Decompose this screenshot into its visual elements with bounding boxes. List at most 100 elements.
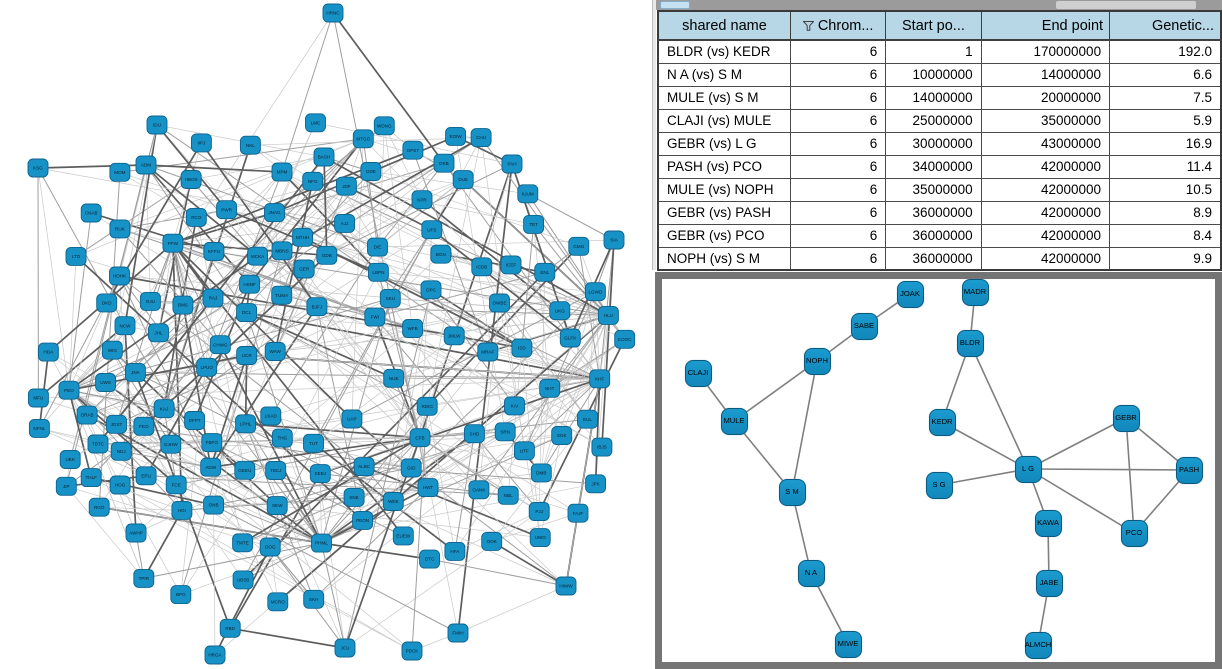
table-row[interactable]: GEBR (vs) PCO 6 36000000 42000000 8.4 (657, 223, 1222, 248)
network-node[interactable]: CFB (409, 428, 431, 448)
network-node[interactable]: OTC (419, 549, 441, 569)
network-node[interactable]: KAI (504, 396, 525, 416)
network-node[interactable]: HBOS (180, 170, 202, 189)
table-row[interactable]: N A (vs) S M 6 10000000 14000000 6.6 (657, 62, 1222, 87)
network-node[interactable]: HFA (444, 541, 466, 561)
network-node[interactable]: DCL (236, 303, 258, 323)
node-s-m[interactable]: S M (778, 478, 806, 506)
network-node[interactable]: FCE (165, 475, 187, 495)
network-node[interactable]: WFB (402, 319, 424, 338)
network-node[interactable]: PDCK (401, 641, 423, 661)
network-edge[interactable] (1027, 468, 1135, 534)
network-node[interactable]: LMC (305, 113, 326, 133)
network-node[interactable]: EPU (135, 466, 157, 486)
network-node[interactable]: UKG (549, 301, 571, 321)
network-edge[interactable] (969, 342, 1029, 470)
network-node[interactable]: LKAD (260, 406, 282, 426)
overview-network-canvas[interactable]: HRNC KSG IDU ADM MPM BASH PAH SIA HRGA JCU PDCK FMI… (0, 0, 652, 669)
column-header-genetic[interactable]: Genetic... (1109, 10, 1222, 41)
network-node[interactable]: JDF (335, 176, 357, 196)
node-s-g[interactable]: S G (925, 471, 953, 499)
network-node[interactable]: GDB (316, 245, 338, 265)
node-kedr[interactable]: KEDR (928, 408, 956, 436)
network-node[interactable]: IIPJ (190, 133, 212, 153)
network-node[interactable]: TUT (303, 433, 324, 453)
network-node[interactable]: JNAG (264, 203, 285, 223)
node-miwe[interactable]: MIWE (834, 630, 862, 658)
network-node[interactable]: GER (293, 259, 315, 279)
network-node[interactable]: NUE (383, 368, 405, 388)
network-node[interactable]: UFS (421, 220, 443, 240)
node-pash[interactable]: PASH (1175, 456, 1203, 484)
network-node[interactable]: SIA (603, 230, 625, 250)
network-node[interactable]: RDIG (416, 396, 438, 416)
network-node[interactable]: SEBJ (309, 464, 331, 484)
network-node[interactable]: RAJ (202, 288, 224, 308)
node-bldr[interactable]: BLDR (956, 329, 984, 357)
network-edge[interactable] (1027, 468, 1190, 471)
network-node[interactable]: UWS (95, 373, 117, 392)
network-node[interactable]: HDA (37, 342, 59, 362)
network-node[interactable]: DUE (452, 170, 474, 190)
network-node[interactable]: HLU (597, 305, 619, 325)
network-node[interactable]: DIE (367, 237, 388, 257)
network-node[interactable]: GMG (568, 236, 590, 256)
table-row[interactable]: GEBR (vs) L G 6 30000000 43000000 16.9 (657, 131, 1222, 156)
network-node[interactable]: NFG (302, 171, 324, 191)
network-node[interactable]: SHD (463, 424, 485, 444)
network-node[interactable]: HSNF (239, 274, 261, 294)
network-node[interactable]: MPM (271, 162, 293, 182)
node-almch[interactable]: ALMCH (1024, 631, 1052, 659)
network-node[interactable]: RGO (88, 497, 110, 517)
node-pco[interactable]: PCO (1120, 519, 1148, 547)
network-node[interactable]: ONB (203, 495, 225, 515)
network-node[interactable]: BASH (313, 147, 335, 167)
network-node[interactable]: UCR (236, 346, 258, 365)
network-node[interactable]: ICEF (500, 255, 522, 275)
network-node[interactable]: ORAB (76, 405, 98, 425)
network-node[interactable]: IUUM (517, 184, 539, 204)
network-node[interactable]: LTD (65, 246, 87, 266)
table-row[interactable]: MULE (vs) S M 6 14000000 20000000 7.5 (657, 85, 1222, 110)
network-node[interactable]: NBL (497, 485, 519, 505)
network-node[interactable]: SKH (303, 589, 325, 609)
table-row[interactable]: PASH (vs) PCO 6 34000000 42000000 11.4 (657, 154, 1222, 179)
network-node[interactable]: TET (523, 214, 545, 234)
network-node[interactable]: DKB (433, 153, 455, 173)
network-node[interactable]: WIG (101, 340, 123, 360)
network-node[interactable]: FEO (133, 416, 155, 436)
node-noph[interactable]: NOPH (803, 347, 831, 375)
network-node[interactable]: OPST (402, 140, 424, 160)
network-node[interactable]: HRGA (204, 645, 226, 665)
network-node[interactable]: KAJ (153, 399, 175, 419)
network-node[interactable]: RUK (109, 219, 131, 239)
node-joak[interactable]: JOAK (896, 280, 924, 308)
network-node[interactable]: AJJ (334, 213, 356, 233)
network-node[interactable]: HRNC (322, 3, 344, 23)
network-node[interactable]: GLFK (559, 328, 581, 348)
network-node[interactable]: LPUO (196, 357, 218, 377)
network-node[interactable]: TMTE (232, 533, 254, 553)
network-node[interactable]: BMS (172, 295, 194, 315)
network-node[interactable]: NFNL (28, 418, 50, 438)
network-node[interactable]: UTF (513, 441, 535, 461)
network-node[interactable]: TUMA (271, 285, 293, 305)
table-row[interactable]: BLDR (vs) KEDR 6 1 170000000 192.0 (657, 39, 1222, 64)
network-node[interactable]: ENL (534, 262, 556, 282)
network-node[interactable]: PJJ (528, 502, 550, 521)
network-node[interactable]: PFW (162, 233, 184, 253)
network-node[interactable]: EOIW (445, 126, 467, 146)
network-node[interactable]: PEO (58, 380, 80, 400)
node-madr[interactable]: MADR (961, 278, 989, 306)
network-node[interactable]: LGWD (584, 282, 606, 302)
network-node[interactable]: AWHP (125, 523, 147, 543)
network-node[interactable]: KHF (589, 369, 611, 389)
network-node[interactable]: COGC (614, 329, 636, 349)
network-node[interactable]: HGI (171, 500, 193, 520)
network-node[interactable]: NHT (539, 378, 561, 398)
network-node[interactable]: HOG (109, 475, 131, 495)
network-node[interactable]: OWBE (489, 293, 510, 313)
network-node[interactable]: HWT (417, 478, 439, 498)
network-node[interactable]: SKU (379, 288, 401, 308)
network-node[interactable]: ADW (200, 457, 222, 477)
